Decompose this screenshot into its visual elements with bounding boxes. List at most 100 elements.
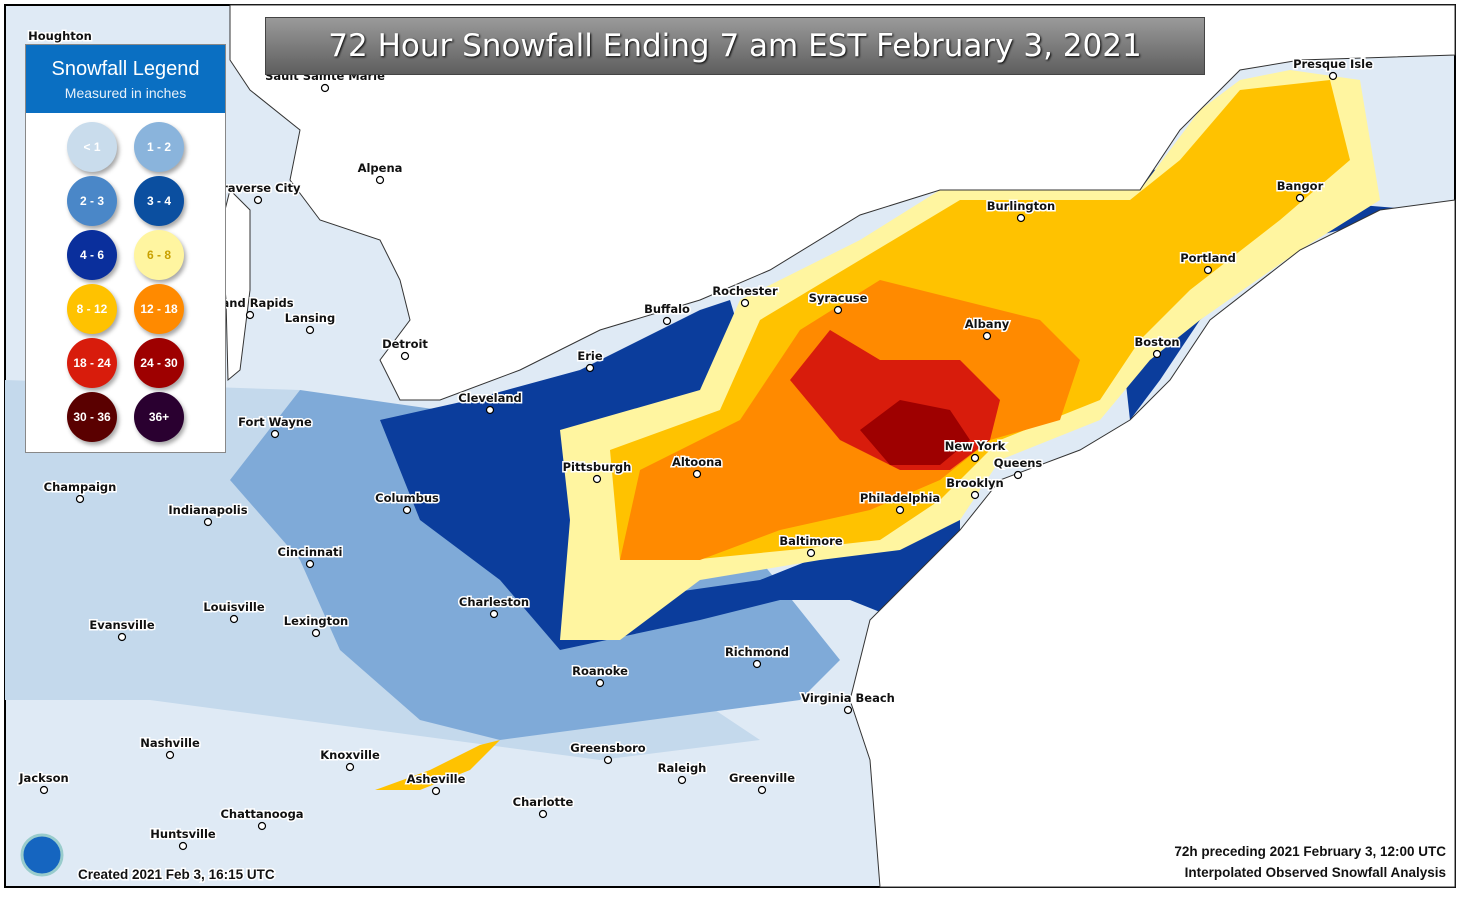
city-dot (982, 331, 992, 341)
city-dot (752, 659, 762, 669)
city-label: Altoona (672, 455, 722, 469)
city-dot (117, 632, 127, 642)
city-dot (833, 305, 843, 315)
city-label: Raleigh (658, 761, 707, 775)
city-label: Cincinnati (278, 545, 343, 559)
city-dot (585, 363, 595, 373)
land-darkblue (380, 300, 960, 650)
city-label: Charlotte (513, 795, 574, 809)
city-label: Indianapolis (168, 503, 247, 517)
city-label: Presque Isle (1293, 57, 1373, 71)
city-dot (1016, 213, 1026, 223)
legend-swatch: 30 - 36 (67, 392, 117, 442)
created-label: Created 2021 Feb 3, 16:15 UTC (78, 867, 275, 882)
legend-swatch: 36+ (134, 392, 184, 442)
city-dot (203, 517, 213, 527)
noaa-logo (20, 833, 64, 877)
city-label: Charleston (459, 595, 529, 609)
city-dot (1295, 193, 1305, 203)
city-dot (178, 841, 188, 851)
legend-swatch: 24 - 30 (134, 338, 184, 388)
city-dot (375, 175, 385, 185)
city-dot (229, 614, 239, 624)
city-label: Richmond (725, 645, 789, 659)
city-label: Albany (965, 317, 1010, 331)
city-dot (245, 310, 255, 320)
city-label: Brooklyn (946, 476, 1004, 490)
city-label: Philadelphia (860, 491, 940, 505)
city-dot (270, 429, 280, 439)
city-dot (538, 809, 548, 819)
period-label: 72h preceding 2021 February 3, 12:00 UTC (1174, 844, 1446, 859)
legend-swatch: 3 - 4 (134, 176, 184, 226)
city-label: Boston (1134, 335, 1179, 349)
city-dot (895, 505, 905, 515)
city-dot (970, 490, 980, 500)
city-dot (757, 785, 767, 795)
city-label: Asheville (407, 772, 466, 786)
city-dot (806, 548, 816, 558)
legend-swatch: 12 - 18 (134, 284, 184, 334)
city-dot (1328, 71, 1338, 81)
city-label: Evansville (89, 618, 154, 632)
city-label: Buffalo (644, 302, 690, 316)
city-label: Bangor (1277, 179, 1324, 193)
city-dot (677, 775, 687, 785)
city-label: Jackson (18, 771, 68, 785)
city-dot (843, 705, 853, 715)
legend-header: Snowfall Legend Measured in inches (26, 45, 225, 113)
city-dot (740, 298, 750, 308)
title: 72 Hour Snowfall Ending 7 am EST Februar… (265, 17, 1205, 75)
city-label: Rochester (712, 284, 778, 298)
legend-swatch: 1 - 2 (134, 122, 184, 172)
city-dot (320, 83, 330, 93)
city-dot (1152, 349, 1162, 359)
city-dot (305, 559, 315, 569)
city-dot (1203, 265, 1213, 275)
city-label: Fort Wayne (238, 415, 312, 429)
city-dot (402, 505, 412, 515)
city-label: Louisville (203, 600, 265, 614)
city-dot (257, 821, 267, 831)
legend-swatch: 8 - 12 (67, 284, 117, 334)
city-label: Traverse City (215, 181, 301, 195)
legend-swatch: 6 - 8 (134, 230, 184, 280)
city-label: Detroit (382, 337, 428, 351)
legend-title: Snowfall Legend (51, 58, 200, 80)
city-dot (431, 786, 441, 796)
legend-subtitle: Measured in inches (64, 85, 187, 101)
city-label: Queens (994, 456, 1043, 470)
city-label: Roanoke (572, 664, 628, 678)
city-label: Pittsburgh (563, 460, 632, 474)
canada-lakes (229, 4, 1456, 401)
city-dot (345, 762, 355, 772)
city-label: New York (945, 439, 1006, 453)
city-label: Greensboro (570, 741, 646, 755)
city-label: Lexington (284, 614, 349, 628)
city-label: Alpena (358, 161, 403, 175)
legend: Snowfall Legend Measured in inches < 1 1 … (25, 44, 226, 453)
city-dot (692, 469, 702, 479)
city-dot (595, 678, 605, 688)
city-dot (603, 755, 613, 765)
city-label: Knoxville (320, 748, 380, 762)
city-dot (485, 405, 495, 415)
city-dot (592, 474, 602, 484)
city-dot (489, 609, 499, 619)
city-label: Portland (1180, 251, 1236, 265)
legend-swatch: 4 - 6 (67, 230, 117, 280)
city-dot (75, 494, 85, 504)
city-dot (662, 316, 672, 326)
city-label: Burlington (987, 199, 1056, 213)
city-label: Huntsville (150, 827, 216, 841)
city-label: Greenville (729, 771, 795, 785)
city-label: Nashville (140, 736, 200, 750)
city-dot (400, 351, 410, 361)
city-dot (1013, 470, 1023, 480)
city-dot (39, 785, 49, 795)
city-label: Virginia Beach (801, 691, 895, 705)
city-label: Houghton (28, 29, 92, 43)
city-dot (970, 453, 980, 463)
